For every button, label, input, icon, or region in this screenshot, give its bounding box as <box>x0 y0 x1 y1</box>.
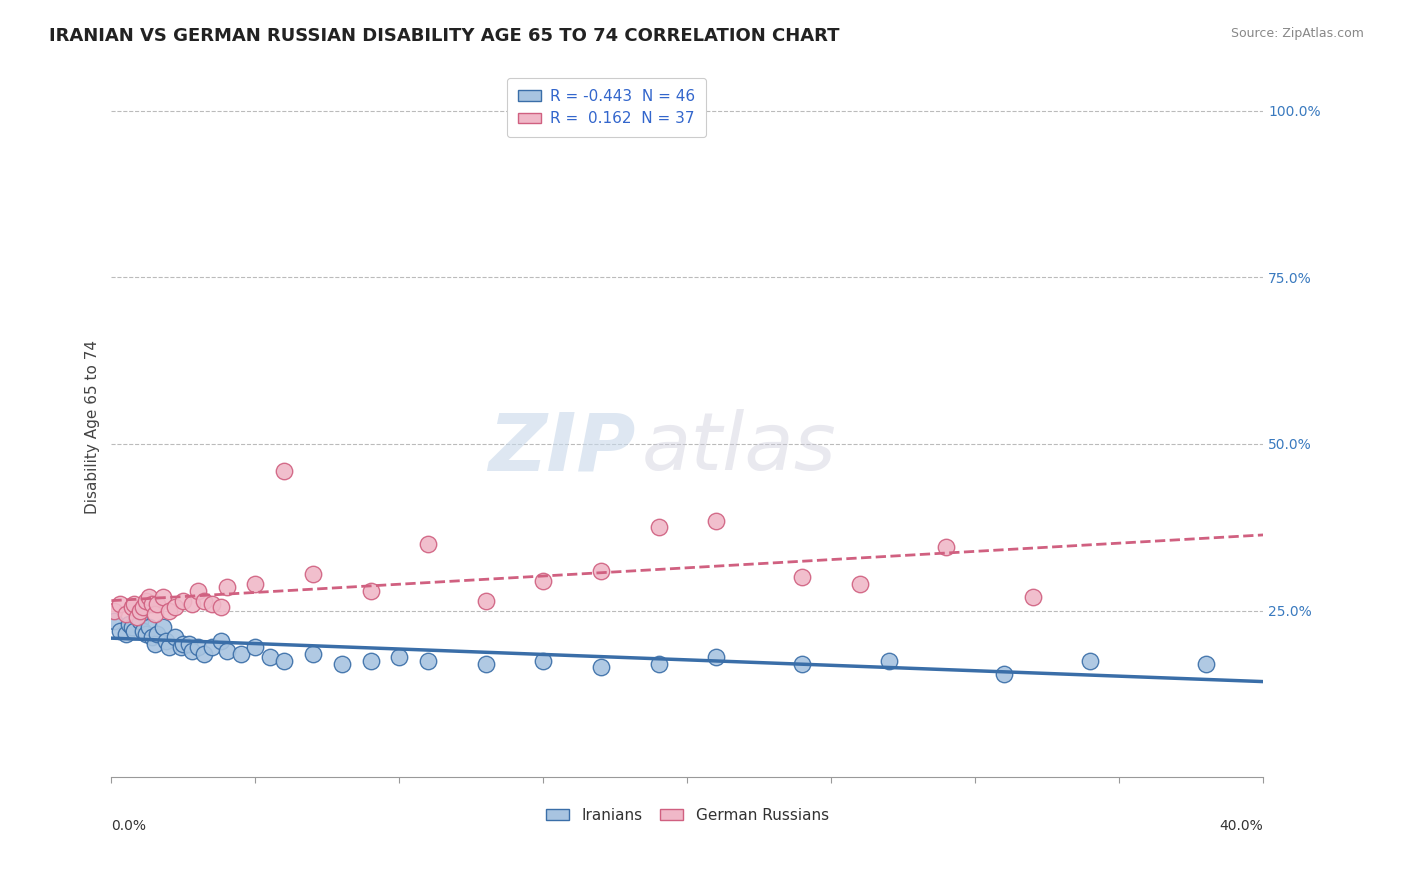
Text: ZIP: ZIP <box>488 409 636 487</box>
Point <box>330 657 353 671</box>
Point <box>172 637 194 651</box>
Text: atlas: atlas <box>641 409 837 487</box>
Point <box>169 640 191 655</box>
Point <box>132 600 155 615</box>
Point <box>138 591 160 605</box>
Point <box>181 643 204 657</box>
Point <box>108 624 131 638</box>
Point <box>141 630 163 644</box>
Point <box>146 597 169 611</box>
Point <box>792 657 814 671</box>
Point <box>1194 657 1216 671</box>
Legend: Iranians, German Russians: Iranians, German Russians <box>540 802 835 829</box>
Text: IRANIAN VS GERMAN RUSSIAN DISABILITY AGE 65 TO 74 CORRELATION CHART: IRANIAN VS GERMAN RUSSIAN DISABILITY AGE… <box>49 27 839 45</box>
Point <box>201 597 224 611</box>
Point <box>1080 654 1102 668</box>
Point <box>474 657 496 671</box>
Point <box>704 650 727 665</box>
Point <box>589 660 612 674</box>
Point <box>193 647 215 661</box>
Point <box>993 666 1015 681</box>
Point <box>129 614 152 628</box>
Point <box>302 566 325 581</box>
Point <box>124 624 146 638</box>
Point <box>157 604 180 618</box>
Point <box>209 600 232 615</box>
Point <box>245 640 267 655</box>
Point <box>121 600 143 615</box>
Point <box>152 620 174 634</box>
Point <box>181 597 204 611</box>
Point <box>127 610 149 624</box>
Point <box>201 640 224 655</box>
Point <box>108 597 131 611</box>
Text: 40.0%: 40.0% <box>1219 819 1263 833</box>
Point <box>388 650 411 665</box>
Point <box>155 633 177 648</box>
Text: Source: ZipAtlas.com: Source: ZipAtlas.com <box>1230 27 1364 40</box>
Point <box>273 464 295 478</box>
Point <box>877 654 900 668</box>
Point <box>704 514 727 528</box>
Point <box>118 616 141 631</box>
Point <box>121 620 143 634</box>
Point <box>163 630 186 644</box>
Point <box>215 580 238 594</box>
Point <box>129 604 152 618</box>
Point <box>138 620 160 634</box>
Point <box>114 627 136 641</box>
Point <box>589 564 612 578</box>
Point <box>647 657 669 671</box>
Point <box>152 591 174 605</box>
Point <box>163 600 186 615</box>
Point <box>143 607 166 621</box>
Point <box>103 614 125 628</box>
Point <box>127 610 149 624</box>
Point <box>143 637 166 651</box>
Point <box>418 537 440 551</box>
Point <box>1022 591 1045 605</box>
Point <box>360 654 382 668</box>
Point <box>531 574 554 588</box>
Point <box>157 640 180 655</box>
Point <box>849 577 872 591</box>
Point <box>935 541 957 555</box>
Y-axis label: Disability Age 65 to 74: Disability Age 65 to 74 <box>86 341 100 515</box>
Point <box>259 650 281 665</box>
Point <box>103 604 125 618</box>
Point <box>418 654 440 668</box>
Point <box>141 597 163 611</box>
Point <box>187 640 209 655</box>
Point <box>215 643 238 657</box>
Point <box>179 637 201 651</box>
Point <box>193 593 215 607</box>
Point <box>245 577 267 591</box>
Point <box>792 570 814 584</box>
Point <box>360 583 382 598</box>
Point <box>229 647 252 661</box>
Point <box>172 593 194 607</box>
Point <box>135 627 157 641</box>
Point <box>302 647 325 661</box>
Point <box>146 627 169 641</box>
Point <box>474 593 496 607</box>
Point <box>647 520 669 534</box>
Point <box>135 593 157 607</box>
Point <box>531 654 554 668</box>
Text: 0.0%: 0.0% <box>111 819 146 833</box>
Point <box>187 583 209 598</box>
Point <box>209 633 232 648</box>
Point <box>114 607 136 621</box>
Point <box>124 597 146 611</box>
Point <box>273 654 295 668</box>
Point <box>132 624 155 638</box>
